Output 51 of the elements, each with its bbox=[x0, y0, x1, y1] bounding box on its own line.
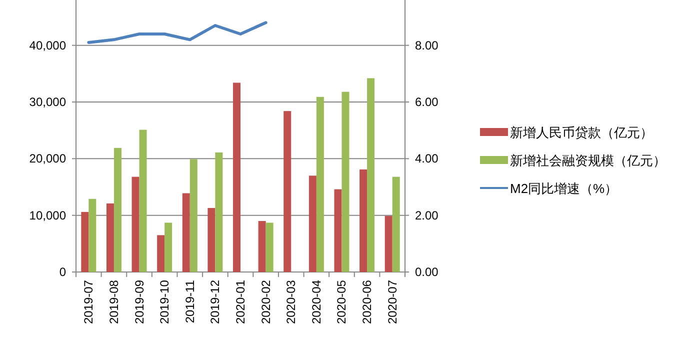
bar bbox=[114, 148, 122, 272]
y2-tick-label: 6.00 bbox=[415, 95, 439, 109]
bar bbox=[334, 189, 342, 272]
y2-tick-label: 0.00 bbox=[415, 265, 439, 279]
legend-label: 新增人民币贷款（亿元） bbox=[510, 125, 653, 140]
bar bbox=[308, 176, 316, 272]
y2-tick-label: 2.00 bbox=[415, 208, 439, 222]
bar bbox=[233, 82, 240, 272]
bar bbox=[81, 212, 89, 272]
legend-label: 新增社会融资规模（亿元） bbox=[510, 153, 666, 168]
x-tick-label: 2019-07 bbox=[82, 280, 96, 324]
x-tick-label: 2020-04 bbox=[309, 280, 324, 324]
bar bbox=[190, 159, 198, 272]
bar bbox=[182, 193, 190, 272]
x-tick-label: 2019-09 bbox=[132, 280, 146, 324]
bar bbox=[360, 169, 368, 272]
x-tick-label: 2019-12 bbox=[208, 280, 222, 324]
bar bbox=[258, 221, 266, 272]
bar bbox=[392, 176, 400, 272]
bar bbox=[132, 176, 140, 272]
x-tick-label: 2020-01 bbox=[234, 280, 248, 324]
x-tick-label: 2020-02 bbox=[258, 280, 273, 324]
y-tick-label: 10,000 bbox=[29, 208, 66, 222]
y2-tick-label: 8.00 bbox=[415, 38, 439, 52]
y-tick-label: 30,000 bbox=[29, 95, 66, 109]
y-tick-label: 0 bbox=[59, 265, 66, 279]
bar bbox=[266, 222, 274, 272]
bar bbox=[342, 92, 350, 272]
bar bbox=[367, 78, 375, 272]
bar bbox=[316, 96, 324, 272]
x-tick-label: 2019-08 bbox=[106, 280, 121, 324]
x-tick-label: 2020-07 bbox=[385, 280, 400, 324]
bar bbox=[384, 216, 392, 272]
bar bbox=[106, 203, 114, 272]
bar bbox=[208, 208, 216, 272]
bar bbox=[215, 152, 223, 272]
x-tick-label: 2020-06 bbox=[360, 280, 374, 324]
y-tick-label: 20,000 bbox=[29, 152, 66, 166]
x-tick-label: 2019-11 bbox=[182, 280, 197, 324]
y-tick-label: 40,000 bbox=[29, 38, 66, 52]
bar bbox=[139, 130, 147, 272]
bar bbox=[164, 222, 172, 272]
bar bbox=[88, 198, 96, 272]
x-tick-label: 2019-10 bbox=[158, 280, 172, 324]
y2-tick-label: 4.00 bbox=[415, 152, 439, 166]
line-series bbox=[87, 21, 268, 44]
legend-label: M2同比增速（%） bbox=[510, 181, 618, 196]
x-tick-label: 2020-05 bbox=[334, 280, 349, 324]
x-tick-label: 2020-03 bbox=[284, 280, 298, 324]
bar bbox=[157, 235, 165, 272]
bar bbox=[284, 111, 292, 272]
